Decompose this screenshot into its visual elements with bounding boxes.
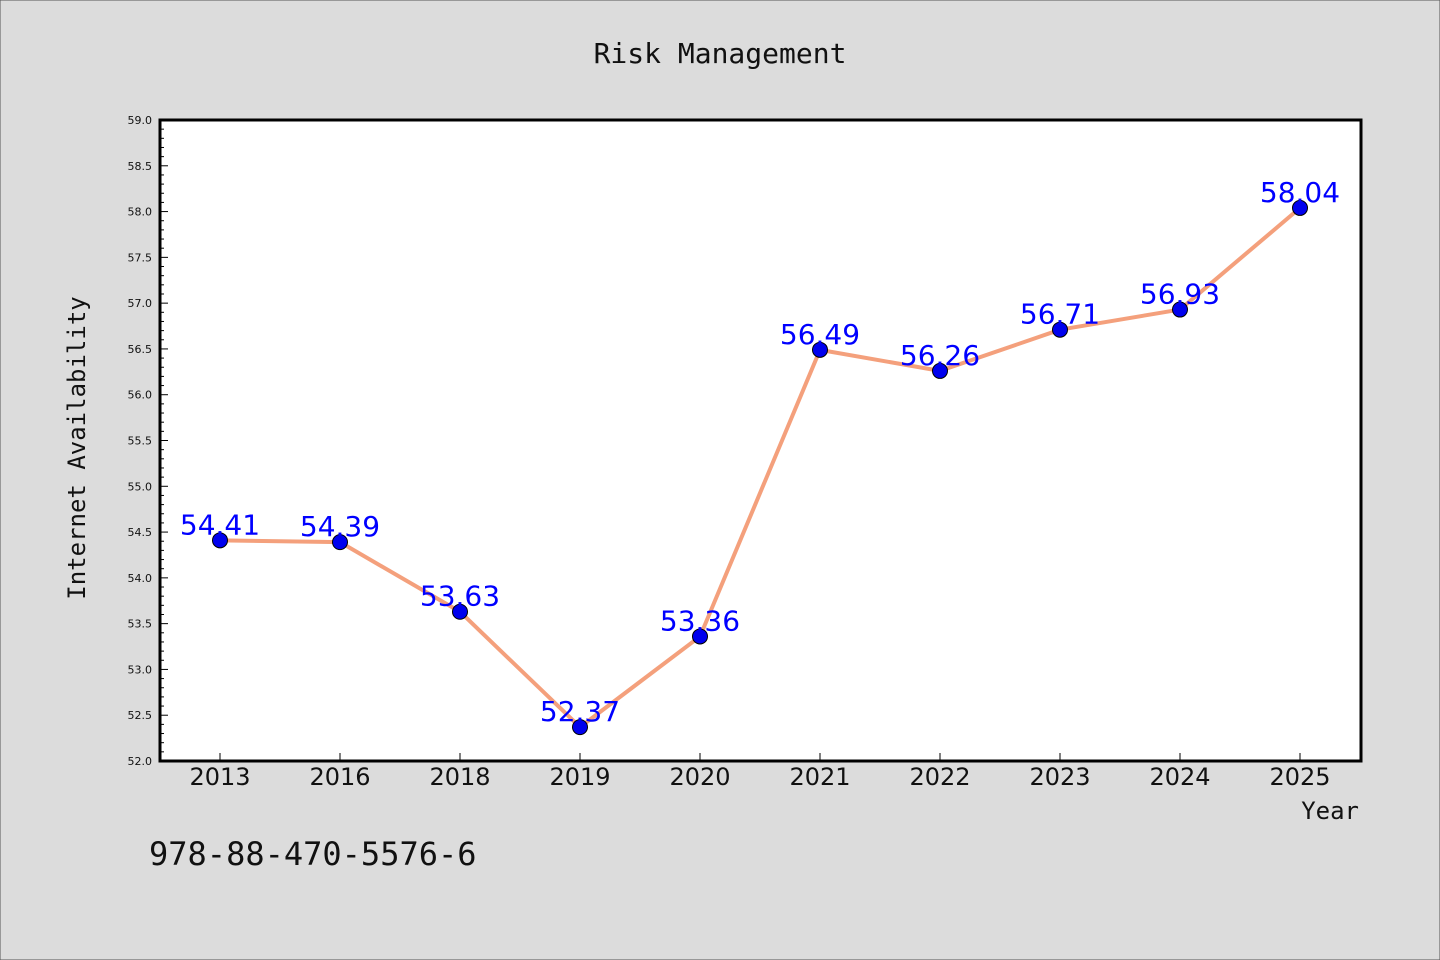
y-tick-label: 53.0 [128,663,153,676]
data-label: 53.63 [420,580,500,613]
y-tick-label: 58.0 [128,206,153,219]
series-line [219,206,1302,730]
x-tick-label: 2023 [1029,763,1090,791]
data-label: 56.26 [900,339,980,372]
data-point [1172,301,1188,318]
y-tick-label: 58.5 [128,160,153,173]
data-labels: 54.41 54.39 53.63 52.37 53.36 56.49 56.26 56.71… [180,176,1340,728]
y-tick-label: 55.5 [128,435,153,448]
y-tick-label: 56.0 [128,389,153,402]
x-tick-label: 2013 [189,763,250,791]
data-point [812,341,828,358]
data-point [212,532,228,549]
data-label: 56.93 [1140,278,1220,311]
data-point [332,534,348,551]
x-tick-label: 2020 [669,763,730,791]
y-tick-label: 54.5 [128,526,153,539]
y-tick-label: 55.0 [128,480,153,493]
chart-title: Risk Management [594,37,847,70]
data-label: 56.49 [780,318,860,351]
x-tick-label: 2018 [429,763,490,791]
plot-area [158,118,1363,763]
data-point [1052,321,1068,338]
y-axis-label: Internet Availability [63,296,91,599]
data-label: 52.37 [540,695,620,728]
y-axis: 52.0 52.5 53.0 53.5 54.0 54.5 55.0 55.5 56.0 56.5… [128,114,168,768]
y-tick-label: 57.5 [128,251,153,264]
y-tick-label: 54.0 [128,572,153,585]
data-label: 56.71 [1020,298,1100,331]
data-points [212,199,1308,736]
y-tick-label: 56.5 [128,343,153,356]
x-axis: 2013 2016 2018 2019 2020 2021 2022 2023 2024 2025 [189,753,1331,791]
data-point [692,628,708,645]
x-tick-label: 2016 [309,763,370,791]
x-tick-label: 2021 [789,763,850,791]
x-tick-label: 2019 [549,763,610,791]
y-tick-label: 52.0 [128,755,153,768]
x-tick-label: 2024 [1149,763,1210,791]
x-tick-label: 2025 [1269,763,1330,791]
data-point [572,719,588,736]
data-label: 54.39 [300,510,380,543]
data-point [452,603,468,620]
isbn-note: 978-88-470-5576-6 [149,835,477,873]
data-point [932,362,948,379]
y-tick-label: 53.5 [128,618,153,631]
data-label: 58.04 [1260,176,1340,209]
y-tick-label: 52.5 [128,709,153,722]
y-tick-label: 57.0 [128,297,153,310]
data-label: 53.36 [660,604,740,637]
data-label: 54.41 [180,508,260,541]
x-axis-label: Year [1301,797,1359,825]
y-tick-label: 59.0 [128,114,153,127]
x-tick-label: 2022 [909,763,970,791]
data-point [1292,199,1308,216]
